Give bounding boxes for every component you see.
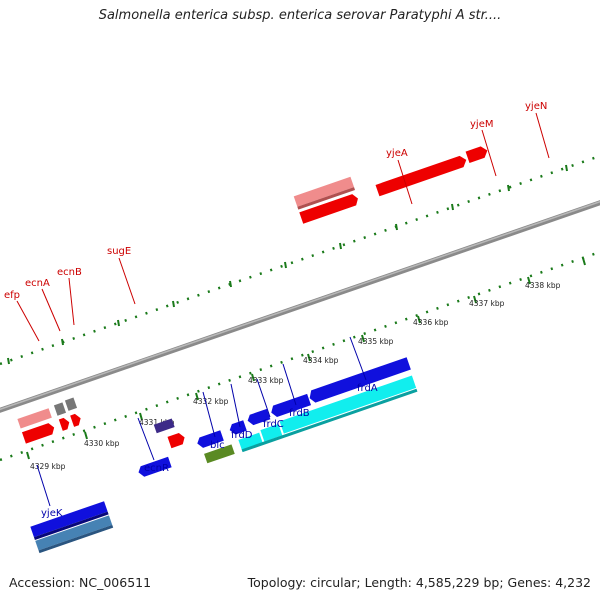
gene-yjeA-light-shadow	[297, 187, 356, 210]
gene-label-sugE[interactable]: sugE	[107, 246, 131, 257]
gene-ecnR[interactable]	[137, 456, 172, 478]
gene-cyan-2[interactable]	[260, 423, 283, 442]
gene-label-efp[interactable]: efp	[4, 290, 20, 301]
gene-ecnA-red[interactable]	[58, 417, 71, 431]
gene-blc-blue[interactable]	[196, 430, 224, 449]
major-ticks	[26, 257, 586, 460]
gene-label-ecnR[interactable]: ecnR	[144, 463, 169, 474]
gene-ecnB[interactable]	[64, 397, 78, 411]
gene-cyan-shadow	[241, 388, 418, 453]
gene-ecnB-red[interactable]	[70, 413, 82, 427]
upper-tick-line	[0, 154, 600, 366]
gene-sugE[interactable]	[153, 418, 175, 434]
gene-yjeA-light[interactable]	[293, 176, 355, 207]
tick-label: 4332 kbp	[193, 397, 229, 406]
genome-backbone-highlight	[0, 200, 600, 411]
accession-label: Accession: NC_006511	[9, 575, 152, 590]
top-leader-lines	[16, 112, 550, 342]
gene-label-yjeN[interactable]: yjeN	[525, 101, 547, 112]
gene-frdA[interactable]	[307, 357, 411, 404]
gene-label-yjeA[interactable]: yjeA	[386, 148, 408, 159]
gene-ecnA[interactable]	[53, 402, 67, 416]
gene-label-yjeM[interactable]: yjeM	[470, 119, 493, 130]
tick-label: 4335 kbp	[358, 337, 394, 346]
gene-label-frdA[interactable]: frdA	[357, 383, 378, 394]
tick-label: 4329 kbp	[30, 462, 66, 471]
gene-label-frdD[interactable]: frdD	[231, 430, 253, 441]
gene-frdC[interactable]	[246, 408, 271, 427]
tick-label: 4336 kbp	[413, 318, 449, 327]
gene-frdB[interactable]	[269, 393, 312, 418]
gene-efp-red[interactable]	[21, 422, 56, 444]
gene-label-yjeK[interactable]: yjeK	[41, 508, 63, 519]
tick-label: 4330 kbp	[84, 439, 120, 448]
genome-stats: Topology: circular; Length: 4,585,229 bp…	[247, 575, 591, 590]
upper-major-ticks	[7, 164, 568, 365]
tick-label: 4333 kbp	[248, 376, 284, 385]
gene-yjeK[interactable]	[35, 515, 113, 551]
gene-efp[interactable]	[17, 408, 52, 429]
gene-yjeN[interactable]	[465, 145, 490, 163]
tick-label: 4337 kbp	[469, 299, 505, 308]
gene-label-frdC[interactable]: frdC	[263, 419, 284, 430]
tick-label: 4331 kbp	[139, 418, 175, 427]
gene-yjeK-shadow	[38, 524, 114, 554]
map-title: Salmonella enterica subsp. enterica sero…	[98, 8, 502, 23]
bottom-leader-lines	[36, 336, 367, 507]
gene-label-ecnA[interactable]: ecnA	[25, 278, 50, 289]
gene-left-blue[interactable]	[30, 501, 108, 538]
gene-yjeA[interactable]	[299, 193, 360, 224]
gene-cyan-3[interactable]	[279, 375, 417, 434]
gene-label-blc[interactable]: blc	[210, 440, 225, 451]
gene-left-blue-shadow	[33, 511, 109, 540]
gene-sugE-red[interactable]	[167, 432, 186, 449]
gene-label-frdB[interactable]: frdB	[289, 408, 310, 419]
lower-tick-line	[0, 250, 600, 462]
tick-label: 4338 kbp	[525, 281, 561, 290]
gene-cyan-1[interactable]	[238, 432, 264, 452]
gene-yjeM[interactable]	[375, 154, 469, 197]
gene-frdD[interactable]	[228, 420, 247, 436]
gene-blc[interactable]	[204, 444, 235, 464]
tick-label: 4334 kbp	[303, 356, 339, 365]
genome-backbone	[0, 200, 600, 413]
gene-label-ecnB[interactable]: ecnB	[57, 267, 82, 278]
